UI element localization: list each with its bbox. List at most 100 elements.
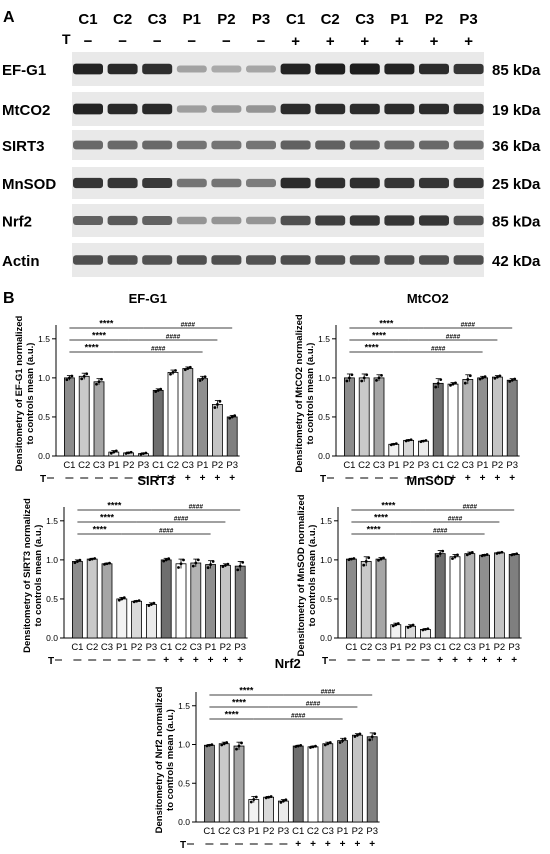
data-point: [512, 553, 516, 556]
data-point: [394, 623, 398, 627]
x-tick-label: C3: [464, 642, 476, 653]
data-point: [154, 390, 158, 394]
bar-c1: [343, 377, 355, 457]
data-point: [122, 596, 126, 600]
treatment-sign: −: [222, 33, 231, 50]
treatment-sign: +: [325, 839, 331, 850]
significance-hashes: ####: [306, 701, 321, 708]
bar-p3: [417, 440, 429, 457]
blot-band: [453, 103, 484, 115]
data-point: [237, 744, 241, 748]
data-point: [347, 558, 351, 562]
data-point: [358, 732, 362, 736]
blot-strip: [72, 130, 484, 160]
data-point: [139, 452, 143, 456]
molecular-weight-label: 85 kDa: [492, 214, 541, 231]
significance-stars: ****: [367, 525, 382, 535]
y-tick-label: 0.0: [178, 817, 190, 827]
data-point: [466, 378, 470, 381]
x-tick-label: P1: [337, 826, 349, 837]
data-point: [373, 732, 377, 736]
bar-c3: [373, 377, 385, 457]
treatment-row-label: T: [320, 474, 326, 485]
lane-label-p2: P2: [217, 11, 235, 28]
data-point: [453, 555, 457, 559]
data-point: [350, 557, 353, 561]
chart-nrf2: Nrf2 Densitometry of Nrf2 normalizedto co…: [154, 656, 380, 851]
data-point: [221, 565, 225, 568]
blot-band: [453, 177, 484, 189]
significance-stars: ****: [232, 698, 247, 708]
protein-label: Actin: [2, 253, 40, 270]
x-tick-label: P2: [405, 642, 417, 653]
treatment-sign: +: [229, 473, 235, 484]
significance-hashes: ####: [291, 713, 306, 720]
y-tick-label: 1.5: [38, 334, 50, 344]
x-tick-label: C2: [167, 460, 179, 471]
treatment-sign: +: [464, 33, 473, 50]
data-point: [269, 795, 273, 798]
bar-c3: [322, 743, 334, 823]
treatment-sign: +: [185, 473, 191, 484]
bar-p1: [388, 443, 400, 457]
data-point: [311, 745, 315, 749]
x-tick-label: P2: [403, 460, 415, 471]
bar-c1: [345, 558, 357, 639]
bar-c1: [152, 389, 164, 457]
x-tick-label: P3: [278, 826, 290, 837]
x-tick-label: C2: [447, 460, 459, 471]
data-point: [226, 562, 230, 566]
bar-c2: [358, 377, 370, 457]
treatment-sign: +: [208, 655, 214, 666]
x-tick-label: C1: [434, 642, 446, 653]
panel-b-label: B: [3, 290, 15, 307]
data-point: [441, 549, 445, 553]
lane-label-c2: C2: [113, 11, 132, 28]
data-point: [82, 374, 86, 378]
data-point: [377, 558, 380, 562]
bar-p1: [116, 598, 128, 639]
data-point: [367, 556, 371, 560]
blot-band: [419, 215, 449, 226]
data-point: [470, 550, 474, 554]
x-tick-label: C2: [218, 826, 230, 837]
data-point: [296, 744, 300, 748]
blot-strip: [72, 167, 484, 199]
blot-band: [176, 105, 207, 113]
data-point: [85, 372, 89, 376]
blot-band: [349, 255, 380, 265]
bar-p3: [277, 800, 289, 823]
protein-label: MtCO2: [2, 102, 50, 119]
lane-label-p1: P1: [390, 11, 408, 28]
x-tick-label: C1: [292, 826, 304, 837]
x-tick-label: C2: [358, 460, 370, 471]
x-tick-label: C2: [360, 642, 372, 653]
data-point: [421, 628, 425, 632]
bar-c3: [101, 563, 113, 639]
data-point: [465, 553, 469, 557]
x-tick-label: C1: [432, 460, 444, 471]
data-point: [135, 599, 139, 603]
blot-band: [419, 255, 449, 265]
blot-band: [73, 63, 103, 75]
blot-band: [211, 105, 242, 113]
blot-band: [246, 255, 276, 265]
data-point: [409, 624, 412, 628]
significance-hashes: ####: [189, 504, 204, 511]
lane-label-p2: P2: [425, 11, 443, 28]
y-tick-label: 1.0: [46, 555, 58, 565]
significance-stars: ****: [372, 331, 387, 341]
treatment-row-label: T: [40, 474, 46, 485]
data-point: [364, 560, 368, 563]
data-point: [478, 377, 482, 381]
data-point: [132, 600, 136, 604]
treatment-sign: +: [482, 655, 488, 666]
bar-c1: [160, 559, 172, 639]
data-point: [73, 561, 77, 565]
data-point: [95, 382, 98, 386]
data-point: [216, 403, 219, 406]
y-tick-label: 0.5: [178, 778, 190, 788]
data-point: [129, 450, 133, 454]
data-point: [236, 568, 240, 572]
data-point: [179, 562, 183, 566]
